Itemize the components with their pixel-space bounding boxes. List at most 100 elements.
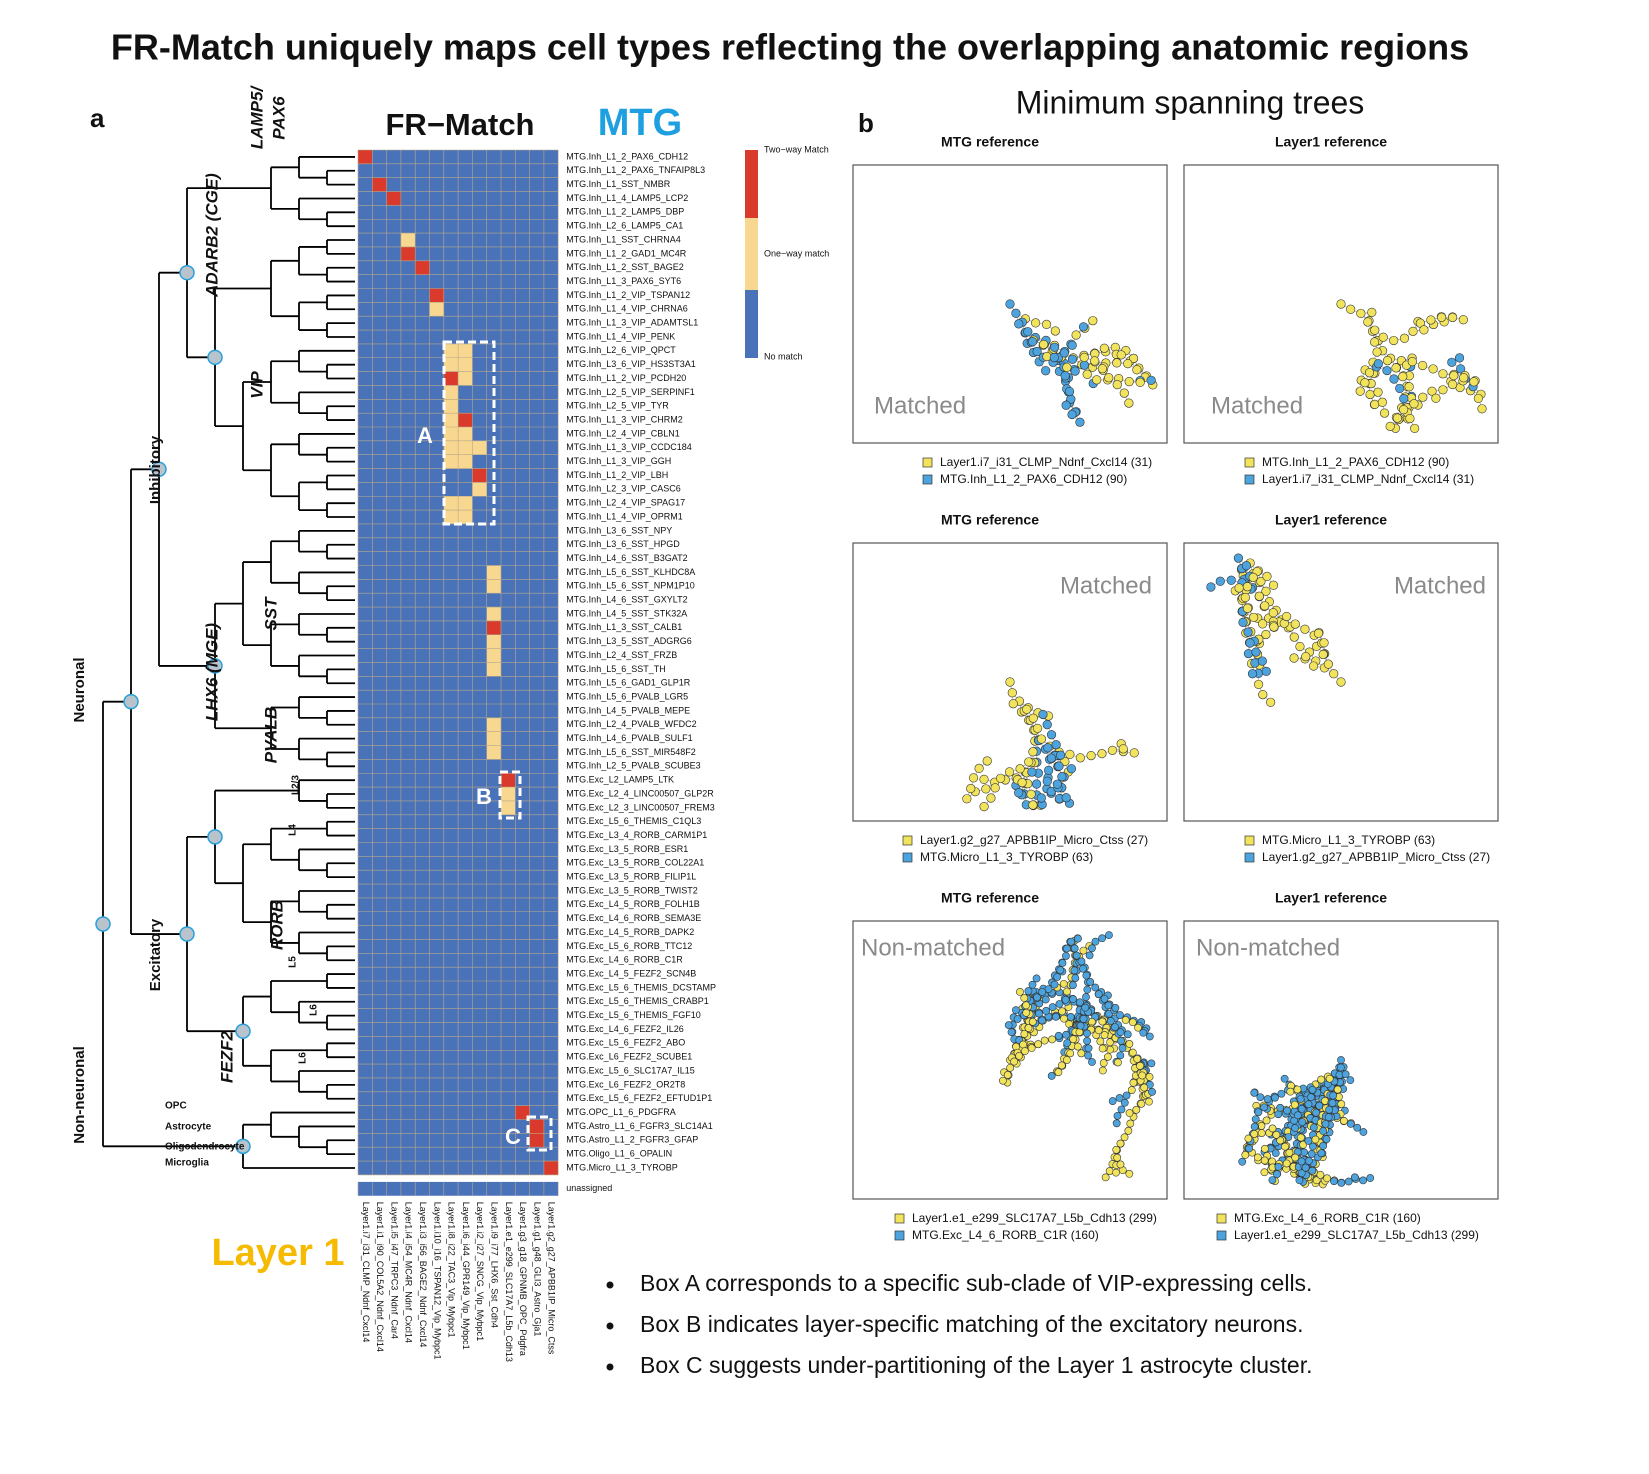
mst-node: [1447, 379, 1458, 390]
mst-node: [1038, 988, 1047, 996]
mst-node: [1409, 399, 1419, 409]
mst-node: [1337, 1100, 1346, 1108]
mst-node: [1061, 400, 1071, 410]
legend-label: Two−way Match: [764, 144, 829, 154]
legend-marker: [1244, 474, 1255, 485]
mst-nodes: [1238, 1056, 1375, 1189]
col-label: Layer1.i9_i77_LHX6_Sst_Cdh4: [489, 1202, 499, 1328]
mst-node: [1076, 1021, 1085, 1030]
mst-node: [1360, 378, 1370, 388]
heatmap-cell: [400, 233, 416, 247]
mst-node: [1040, 1036, 1049, 1045]
mst-node: [1076, 998, 1084, 1007]
row-label: unassigned: [566, 1183, 612, 1193]
row-label: MTG.Inh_L2_5_VIP_SERPINF1: [566, 387, 695, 397]
mst-node: [1022, 1008, 1031, 1017]
mst-node: [1123, 1030, 1132, 1039]
mst-node: [1323, 1174, 1331, 1183]
mst-node: [1148, 1088, 1156, 1096]
mst-node: [1050, 326, 1060, 336]
row-label: MTG.Exc_L6_FEZF2_SCUBE1: [566, 1052, 692, 1062]
row-label: MTG.Inh_L1_2_VIP_TSPAN12: [566, 290, 690, 300]
mst-node: [1088, 316, 1098, 326]
row-label: MTG.Inh_L1_2_VIP_PCDH20: [566, 373, 686, 383]
row-label: MTG.Inh_L3_6_VIP_HS3ST3A1: [566, 359, 696, 369]
mst-header: MTG reference: [941, 512, 1039, 528]
mst-node: [1088, 944, 1096, 953]
mst-node: [1145, 1032, 1154, 1041]
mst-node: [1124, 398, 1134, 408]
clade-label: L5: [288, 956, 299, 968]
mst-node: [1298, 1118, 1307, 1126]
mst-node: [1051, 1012, 1060, 1021]
mst-node: [1206, 582, 1216, 592]
mst-node: [1350, 1173, 1359, 1182]
row-label: MTG.Inh_L1_4_LAMP5_LCP2: [566, 193, 688, 203]
mst-node: [1100, 994, 1109, 1003]
mst-node: [1019, 1040, 1028, 1049]
clade-label: OPC: [165, 1101, 187, 1112]
mst-node: [1094, 990, 1103, 999]
mst-node: [1105, 1167, 1114, 1175]
mst-node: [1104, 1052, 1112, 1061]
query-label: Layer 1: [211, 1232, 344, 1274]
mst-node: [1271, 1093, 1279, 1102]
mst-node: [1066, 1013, 1075, 1021]
row-label: MTG.Exc_L4_5_FEZF2_SCN4B: [566, 968, 696, 978]
clade-label: Inhibitory: [147, 435, 164, 504]
mst-node: [1407, 357, 1417, 367]
dendro-node: [179, 926, 195, 942]
mst-nodes: [998, 931, 1156, 1182]
legend-marker: [902, 852, 913, 863]
col-label: Layer1.i3_i56_BAGE2_Ndnf_Cxcl14: [418, 1202, 428, 1348]
mst-note: Matched: [874, 392, 966, 419]
mst-node: [1079, 1014, 1088, 1023]
mst-node: [1107, 745, 1118, 755]
heatmap-cell: [458, 440, 473, 455]
mst-node: [1286, 1087, 1295, 1096]
mst-node: [1250, 1088, 1259, 1097]
mst-node: [1004, 767, 1015, 777]
legend-marker: [1244, 852, 1255, 863]
col-label: Layer1.i5_i47_TRPC3_Ndnf_Car4: [389, 1202, 399, 1339]
mst-node: [1091, 937, 1100, 946]
legend-marker: [1244, 835, 1255, 846]
mst-node: [1125, 1040, 1134, 1048]
row-label: MTG.Exc_L3_5_RORB_ESR1: [566, 844, 688, 854]
row-label: MTG.Inh_L2_6_VIP_QPCT: [566, 345, 676, 355]
mst-node: [1404, 382, 1414, 392]
row-label: MTG.Oligo_L1_6_OPALIN: [566, 1149, 672, 1159]
mst-node: [1024, 987, 1033, 995]
mst-node: [1010, 1057, 1019, 1066]
mst-node: [1075, 417, 1085, 427]
mst-node: [1355, 386, 1365, 396]
row-label: MTG.Inh_L1_4_VIP_PENK: [566, 331, 675, 341]
mst-node: [1067, 354, 1078, 364]
dendro-node: [95, 916, 111, 932]
mst-node: [1023, 327, 1033, 337]
clade-label: PVALB: [261, 707, 280, 763]
mst-node: [1121, 1016, 1130, 1024]
mst-node: [1261, 666, 1271, 676]
mst-node: [1293, 1085, 1302, 1094]
mst-node: [1296, 1095, 1305, 1103]
mst-node: [1086, 978, 1095, 986]
mst-node: [1308, 1142, 1317, 1151]
heatmap-cell: [429, 302, 444, 317]
row-label: MTG.Inh_L2_3_VIP_CASC6: [566, 484, 681, 494]
heatmap-cell: [458, 357, 473, 372]
mst-node: [1273, 1170, 1281, 1179]
legend-label: No match: [764, 351, 803, 361]
mst-node: [1304, 1100, 1313, 1109]
mst-node: [1389, 335, 1399, 346]
mst-node: [1069, 981, 1077, 990]
heatmap-cell: [472, 468, 487, 483]
mst-node: [1097, 364, 1107, 374]
mst-node: [1046, 730, 1057, 740]
reference-label: MTG: [598, 102, 682, 144]
clade-label: LAMP5/: [247, 85, 266, 150]
mst-node: [1290, 619, 1300, 629]
bullet-dot: [606, 1322, 614, 1330]
mst-node: [1022, 1001, 1031, 1010]
